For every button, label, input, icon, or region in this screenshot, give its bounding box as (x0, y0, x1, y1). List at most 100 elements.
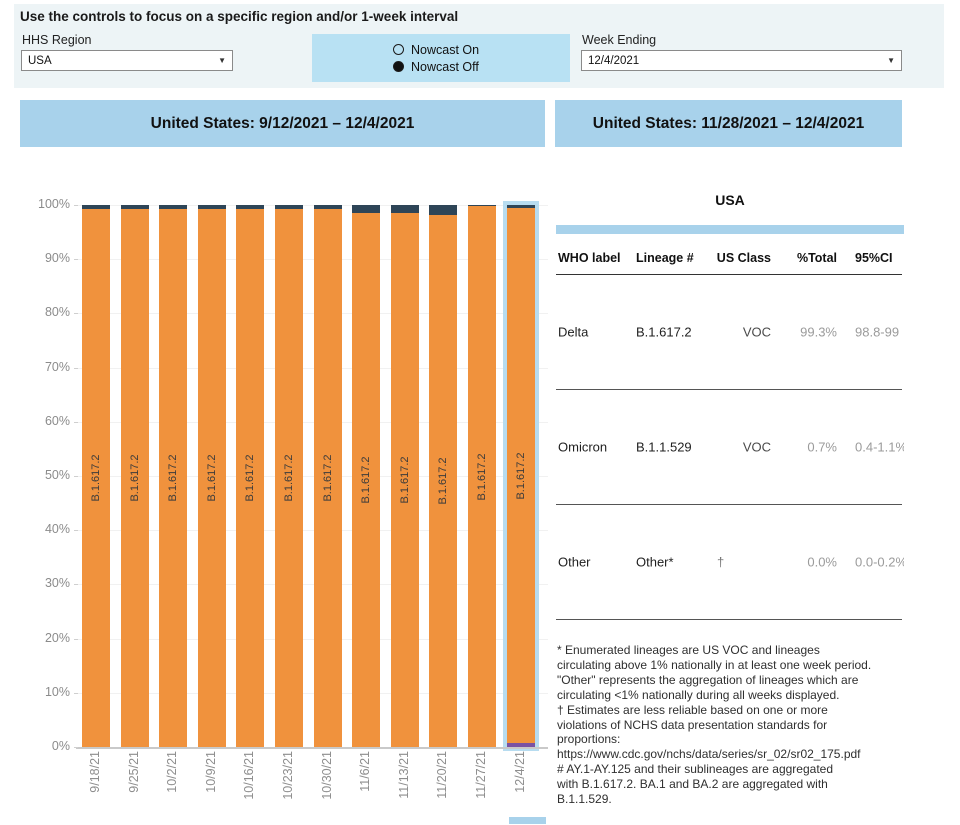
gridline (78, 584, 548, 586)
segment-other[interactable] (429, 205, 458, 215)
segment-other[interactable] (120, 205, 149, 209)
x-tick-label: 11/27/21 (474, 751, 488, 799)
segment-delta-b.1.617.2-[interactable]: B.1.617.2 (352, 212, 381, 747)
nowcast-off-radio[interactable]: Nowcast Off (393, 60, 489, 74)
segment-delta-b.1.617.2-[interactable]: B.1.617.2 (468, 206, 496, 747)
x-tick-label: 10/23/21 (281, 751, 295, 800)
plot-area: B.1.617.2 B.1.617.2 B.1.617.2 B.1.617.2 B.1.… (78, 205, 548, 747)
cell-lineage: B.1.617.2 (636, 324, 692, 340)
bar-10/2/21[interactable]: B.1.617.2 (159, 205, 188, 747)
x-tick-label: 10/16/21 (242, 751, 257, 800)
selection-indicator-bar (509, 817, 546, 824)
y-tick-mark (74, 638, 78, 640)
bar-11/6/21[interactable]: B.1.617.2 (352, 205, 381, 747)
segment-other[interactable] (390, 205, 419, 213)
footnote: † Estimates are less reliable based on o… (557, 702, 861, 762)
segment-delta-b.1.617.2-[interactable]: B.1.617.2 (197, 209, 226, 747)
footnote: # AY.1-AY.125 and their sublineages are … (557, 762, 833, 807)
x-tick-label: 10/2/21 (165, 751, 180, 793)
segment-delta-b.1.617.2-[interactable]: B.1.617.2 (313, 209, 342, 747)
cell-total: 0.7% (807, 439, 837, 455)
segment-other[interactable] (275, 205, 303, 210)
bar-10/9/21[interactable]: B.1.617.2 (197, 205, 226, 747)
x-tick-label: 11/6/21 (358, 751, 373, 792)
y-tick-mark (74, 421, 78, 423)
bar-segment-label: B.1.617.2 (514, 452, 527, 500)
table-header-row: WHO label Lineage # US Class %Total 95%CI (556, 242, 904, 267)
bar-11/27/21[interactable]: B.1.617.2 (468, 205, 496, 747)
y-tick-mark (74, 313, 78, 315)
x-tick-label: 12/4/21 (512, 751, 527, 793)
segment-delta-b.1.617.2-[interactable]: B.1.617.2 (236, 208, 265, 747)
hhs-region-value: USA (28, 54, 52, 67)
bar-9/18/21[interactable]: B.1.617.2 (82, 205, 110, 747)
week-ending-select[interactable]: 12/4/2021 ▼ (581, 50, 902, 71)
gridline (78, 530, 548, 532)
cell-total: 0.0% (807, 554, 837, 570)
y-tick-mark (74, 259, 78, 261)
column-header: %Total (796, 251, 837, 265)
gridline (78, 367, 548, 369)
cell-ci: 98.8-99 (855, 324, 900, 340)
bar-11/13/21[interactable]: B.1.617.2 (390, 205, 419, 747)
radio-unchecked-icon (393, 44, 404, 55)
bar-segment-label: B.1.617.2 (90, 454, 102, 502)
segment-other[interactable] (468, 205, 496, 207)
segment-other[interactable] (236, 205, 265, 209)
hhs-region-select[interactable]: USA ▼ (21, 50, 233, 71)
y-tick-label: 70% (44, 359, 70, 374)
column-header: Lineage # (636, 251, 694, 265)
segment-delta-b.1.617.2-[interactable]: B.1.617.2 (159, 208, 188, 747)
bar-segment-label: B.1.617.2 (321, 454, 334, 502)
segment-delta-b.1.617.2-[interactable]: B.1.617.2 (390, 212, 419, 747)
y-tick-mark (74, 584, 78, 586)
bar-segment-label: B.1.617.2 (205, 454, 218, 502)
segment-other[interactable] (313, 205, 342, 210)
x-tick-label: 11/13/21 (396, 751, 411, 799)
footnote: * Enumerated lineages are US VOC and lin… (557, 643, 872, 702)
y-tick-mark (74, 530, 78, 532)
segment-delta-b.1.617.2-[interactable]: B.1.617.2 (506, 208, 535, 744)
segment-delta-b.1.617.2-[interactable]: B.1.617.2 (275, 209, 303, 747)
x-axis-labels: 9/18/21 9/25/21 10/2/21 10/9/21 10/16/21 10/2… (78, 751, 548, 823)
segment-other[interactable] (82, 205, 110, 210)
radio-checked-icon (393, 61, 404, 72)
nowcast-toggle-group: Nowcast On Nowcast Off (312, 34, 570, 82)
segment-delta-b.1.617.2-[interactable]: B.1.617.2 (120, 208, 149, 747)
cell-total: 99.3% (800, 324, 837, 340)
segment-delta-b.1.617.2-[interactable]: B.1.617.2 (82, 209, 110, 747)
week-ending-label: Week Ending (582, 33, 657, 47)
cell-ci: 0.0-0.2% (855, 554, 904, 570)
bar-10/30/21[interactable]: B.1.617.2 (313, 205, 342, 747)
table-row: Other Other* † 0.0% 0.0-0.2% (556, 505, 904, 620)
chevron-down-icon: ▼ (218, 56, 226, 65)
cell-lineage: Other* (636, 554, 674, 570)
bar-segment-label: B.1.617.2 (360, 456, 373, 504)
bar-10/16/21[interactable]: B.1.617.2 (236, 205, 265, 747)
bar-12/4/21[interactable]: B.1.617.2 (506, 205, 535, 747)
cell-lineage: B.1.1.529 (636, 439, 692, 455)
week-ending-value: 12/4/2021 (588, 54, 640, 67)
bar-11/20/21[interactable]: B.1.617.2 (429, 205, 458, 747)
bar-10/23/21[interactable]: B.1.617.2 (275, 205, 303, 747)
bar-segment-label: B.1.617.2 (128, 454, 141, 502)
segment-omicron-b.1.1.529-[interactable] (506, 743, 535, 747)
stacked-bar-chart: B.1.617.2 B.1.617.2 B.1.617.2 B.1.617.2 B.1.… (0, 150, 555, 825)
y-tick-mark (74, 692, 78, 694)
segment-delta-b.1.617.2-[interactable]: B.1.617.2 (429, 214, 458, 747)
cell-who: Other (558, 554, 591, 570)
bar-segment-label: B.1.617.2 (437, 457, 450, 505)
bar-segment-label: B.1.617.2 (283, 454, 295, 502)
bar-9/25/21[interactable]: B.1.617.2 (120, 205, 149, 747)
segment-other[interactable] (197, 205, 226, 210)
y-tick-label: 100% (38, 197, 70, 211)
x-tick-label: 11/20/21 (435, 751, 450, 799)
segment-other[interactable] (159, 205, 188, 209)
x-tick-label: 9/25/21 (126, 751, 141, 793)
table-accent-bar (556, 225, 904, 234)
y-tick-label: 40% (44, 522, 70, 537)
segment-other[interactable] (352, 205, 381, 213)
y-tick-mark (74, 367, 78, 369)
nowcast-on-radio[interactable]: Nowcast On (393, 43, 489, 57)
